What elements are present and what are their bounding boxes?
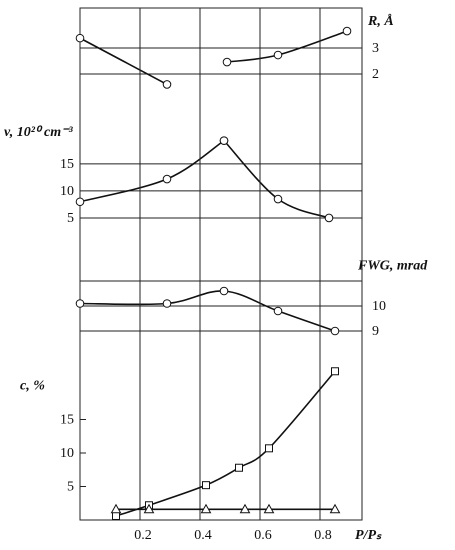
curve <box>226 30 348 63</box>
data-point <box>239 503 251 514</box>
plot-frame <box>79 7 363 521</box>
curve <box>79 139 225 203</box>
y-tick-label: 9 <box>372 324 379 339</box>
data-point <box>324 213 334 223</box>
data-point <box>219 136 229 145</box>
curve <box>79 37 168 86</box>
y-axis-label: c, % <box>20 379 45 394</box>
data-point <box>202 481 210 490</box>
data-point <box>200 503 212 514</box>
x-tick-label: 0.8 <box>314 528 332 543</box>
data-point <box>112 511 120 520</box>
data-point <box>331 367 339 376</box>
data-point <box>235 463 243 472</box>
y-tick-label: 10 <box>60 184 74 199</box>
data-point <box>273 194 283 204</box>
data-point <box>162 299 172 308</box>
data-point <box>75 197 85 207</box>
x-tick-label: 0.4 <box>194 528 212 543</box>
y-tick-label: 5 <box>67 480 74 495</box>
y-tick-label: 3 <box>372 41 379 56</box>
data-point <box>143 503 155 514</box>
data-point <box>222 57 232 67</box>
y-tick-label: 2 <box>372 67 379 82</box>
y-tick-label: 10 <box>372 299 386 314</box>
y-axis-label: v, 10²⁰ cm⁻³ <box>4 125 73 140</box>
data-point <box>110 503 122 514</box>
y-tick-label: 15 <box>60 157 74 172</box>
data-point <box>219 286 229 296</box>
y-tick-label: 10 <box>60 446 74 461</box>
data-point <box>342 26 352 36</box>
curve <box>223 140 330 219</box>
curve <box>79 290 336 332</box>
data-point <box>273 306 283 316</box>
data-point <box>162 174 172 184</box>
curve <box>115 370 336 517</box>
data-point <box>75 299 85 308</box>
data-point <box>263 503 275 514</box>
data-point <box>75 33 85 43</box>
y-axis-label: FWG, mrad <box>357 259 428 274</box>
y-tick-label: 5 <box>67 211 74 226</box>
x-axis-label: P/Pₛ <box>355 528 382 543</box>
data-point <box>273 50 283 60</box>
y-axis-label: R, Å <box>367 13 394 29</box>
data-point <box>329 503 341 514</box>
data-point <box>265 444 273 453</box>
x-tick-label: 0.2 <box>134 528 152 543</box>
data-point <box>330 326 340 336</box>
y-tick-label: 15 <box>60 413 74 428</box>
x-tick-label: 0.6 <box>254 528 272 543</box>
data-point <box>162 80 172 89</box>
